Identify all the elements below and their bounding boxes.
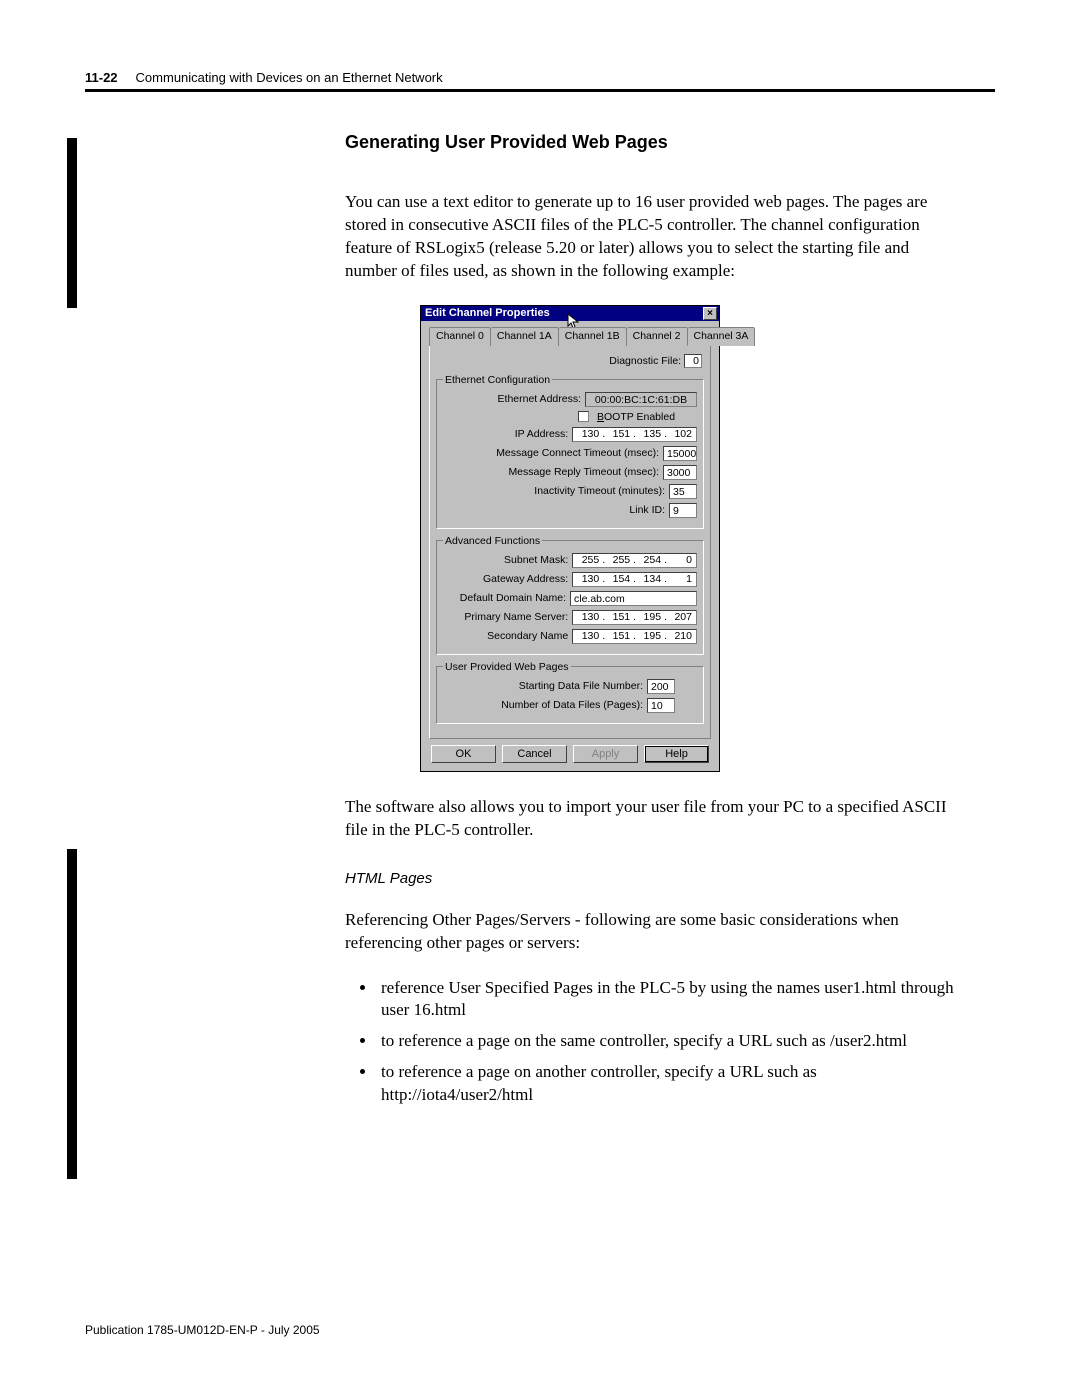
inactivity-input[interactable]: 35 [669,484,697,499]
domain-input[interactable]: cle.ab.com [570,591,697,606]
side-accent-bar [67,849,77,1179]
close-icon[interactable]: × [703,307,717,320]
secondary-ns-input[interactable]: 130. 151. 195. 210 [572,629,697,644]
header-title: Communicating with Devices on an Etherne… [136,70,443,85]
tab-channel-1a[interactable]: Channel 1A [491,327,559,346]
side-accent-bar [67,138,77,308]
dialog-title: Edit Channel Properties [425,307,550,319]
msg-connect-input[interactable]: 15000 [663,446,697,461]
msg-reply-label: Message Reply Timeout (msec): [508,466,659,478]
user-web-legend: User Provided Web Pages [443,661,571,673]
domain-label: Default Domain Name: [460,592,566,604]
ip-address-label: IP Address: [515,428,569,440]
bootp-label: BOOTP Enabled [597,411,675,423]
paragraph: You can use a text editor to generate up… [345,191,965,283]
msg-reply-input[interactable]: 3000 [663,465,697,480]
dialog-screenshot: Edit Channel Properties × Channel 0 Chan… [420,305,720,772]
list-item: to reference a page on another controlle… [377,1061,965,1107]
subnet-input[interactable]: 255. 255. 254. 0 [572,553,697,568]
advanced-functions-legend: Advanced Functions [443,535,542,547]
tab-bar: Channel 0 Channel 1A Channel 1B Channel … [429,327,711,346]
ethernet-addr-value: 00:00:BC:1C:61:DB [585,392,697,407]
gateway-label: Gateway Address: [483,573,568,585]
tab-channel-3a[interactable]: Channel 3A [688,327,756,346]
apply-button[interactable]: Apply [573,745,638,763]
subnet-label: Subnet Mask: [504,554,568,566]
primary-ns-label: Primary Name Server: [464,611,568,623]
inactivity-label: Inactivity Timeout (minutes): [534,485,665,497]
header-rule [85,89,995,92]
tab-channel-2[interactable]: Channel 2 [627,327,688,346]
primary-ns-input[interactable]: 130. 151. 195. 207 [572,610,697,625]
ip-address-input[interactable]: 130. 151. 135. 102 [572,427,697,442]
help-button[interactable]: Help [644,745,709,763]
diagnostic-file-input[interactable]: 0 [684,354,702,368]
cancel-button[interactable]: Cancel [502,745,567,763]
num-files-input[interactable]: 10 [647,698,675,713]
secondary-ns-label: Secondary Name [487,630,568,642]
diagnostic-file-label: Diagnostic File: [609,355,681,367]
msg-connect-label: Message Connect Timeout (msec): [496,447,659,459]
start-file-input[interactable]: 200 [647,679,675,694]
list-item: to reference a page on the same controll… [377,1030,965,1053]
ok-button[interactable]: OK [431,745,496,763]
page-number: 11-22 [85,70,118,85]
ethernet-addr-label: Ethernet Address: [498,393,581,405]
tab-channel-1b[interactable]: Channel 1B [559,327,627,346]
num-files-label: Number of Data Files (Pages): [489,699,643,711]
section-heading: Generating User Provided Web Pages [345,132,965,153]
tab-channel-0[interactable]: Channel 0 [429,327,491,346]
linkid-label: Link ID: [629,504,665,516]
ethernet-config-legend: Ethernet Configuration [443,374,552,386]
start-file-label: Starting Data File Number: [503,680,643,692]
gateway-input[interactable]: 130. 154. 134. 1 [572,572,697,587]
footer-publication: Publication 1785-UM012D-EN-P - July 2005 [85,1323,320,1337]
linkid-input[interactable]: 9 [669,503,697,518]
bootp-checkbox[interactable] [578,411,589,422]
paragraph: The software also allows you to import y… [345,796,965,842]
subheading: HTML Pages [345,870,965,887]
list-item: reference User Specified Pages in the PL… [377,977,965,1023]
bullet-list: reference User Specified Pages in the PL… [377,977,965,1108]
paragraph: Referencing Other Pages/Servers - follow… [345,909,965,955]
